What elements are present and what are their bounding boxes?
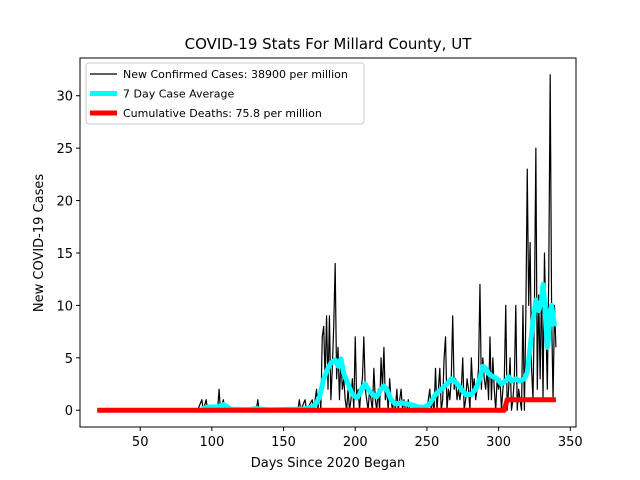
x-tick-label: 150	[271, 435, 296, 450]
x-tick-label: 200	[343, 435, 368, 450]
y-tick-label: 15	[56, 247, 73, 262]
legend: New Confirmed Cases: 38900 per million 7 …	[85, 62, 365, 125]
y-tick-label: 10	[56, 299, 73, 314]
y-tick-label: 20	[56, 195, 73, 210]
x-tick-label: 250	[414, 435, 439, 450]
x-tick-label: 50	[132, 435, 149, 450]
plot-area: 50 100 150 200 250 300 350 0 5 10 15 20 25 30	[56, 57, 583, 450]
legend-label-cumulative: Cumulative Deaths: 75.8 per million	[123, 107, 322, 120]
series-line-cumulative	[97, 397, 556, 413]
x-tick-label: 300	[486, 435, 511, 450]
x-tick-label: 350	[558, 435, 583, 450]
x-axis-label: Days Since 2020 Began	[251, 456, 406, 471]
x-tick-label: 100	[199, 435, 224, 450]
series-line-average	[201, 281, 557, 413]
y-tick-label: 30	[56, 90, 73, 105]
y-tick-label: 25	[56, 142, 73, 157]
legend-box	[85, 62, 365, 125]
series-line-daily	[97, 74, 557, 411]
legend-label-average: 7 Day Case Average	[123, 88, 235, 101]
chart-title: COVID-19 Stats For Millard County, UT	[185, 35, 473, 53]
axes-frame	[79, 57, 577, 428]
y-axis-label: New COVID-19 Cases	[32, 174, 47, 312]
y-tick-label: 0	[65, 404, 73, 419]
y-tick-label: 5	[65, 352, 73, 367]
legend-label-daily: New Confirmed Cases: 38900 per million	[123, 68, 348, 81]
